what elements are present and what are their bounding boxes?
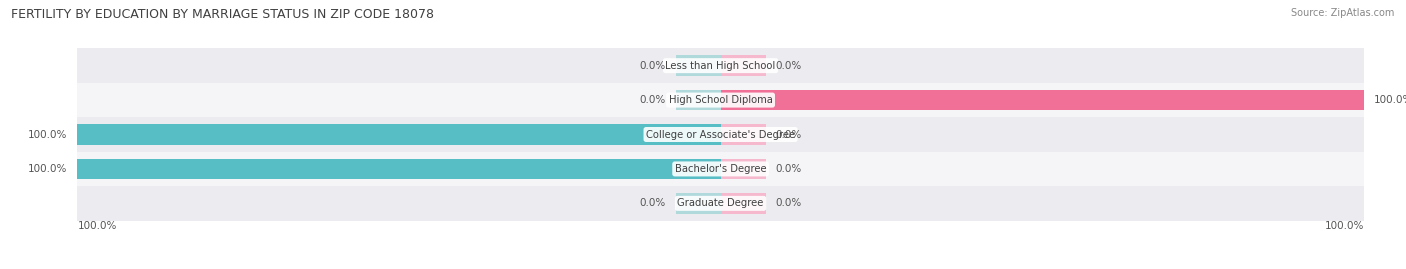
Text: 0.0%: 0.0% xyxy=(775,129,801,140)
Text: 0.0%: 0.0% xyxy=(640,61,666,71)
Bar xyxy=(77,124,721,145)
Text: 100.0%: 100.0% xyxy=(1324,221,1364,231)
Text: 0.0%: 0.0% xyxy=(775,198,801,208)
Text: Bachelor's Degree: Bachelor's Degree xyxy=(675,164,766,174)
Text: 100.0%: 100.0% xyxy=(28,129,67,140)
Text: Graduate Degree: Graduate Degree xyxy=(678,198,763,208)
Text: 100.0%: 100.0% xyxy=(1374,95,1406,105)
Bar xyxy=(77,83,1364,117)
Bar xyxy=(675,55,721,76)
Text: Less than High School: Less than High School xyxy=(665,61,776,71)
Text: 100.0%: 100.0% xyxy=(77,221,117,231)
Bar xyxy=(721,124,766,145)
Text: 0.0%: 0.0% xyxy=(640,198,666,208)
Bar xyxy=(77,48,1364,83)
Bar xyxy=(721,159,766,179)
Text: 0.0%: 0.0% xyxy=(640,95,666,105)
Text: 0.0%: 0.0% xyxy=(775,164,801,174)
Bar xyxy=(721,55,766,76)
Text: FERTILITY BY EDUCATION BY MARRIAGE STATUS IN ZIP CODE 18078: FERTILITY BY EDUCATION BY MARRIAGE STATU… xyxy=(11,8,434,21)
Text: High School Diploma: High School Diploma xyxy=(669,95,772,105)
Bar xyxy=(721,90,1364,110)
Bar xyxy=(675,90,721,110)
Bar xyxy=(77,152,1364,186)
Text: 0.0%: 0.0% xyxy=(775,61,801,71)
Bar xyxy=(77,117,1364,152)
Text: Source: ZipAtlas.com: Source: ZipAtlas.com xyxy=(1291,8,1395,18)
Bar xyxy=(77,186,1364,221)
Bar xyxy=(675,193,721,214)
Bar xyxy=(77,159,721,179)
Bar xyxy=(721,193,766,214)
Text: College or Associate's Degree: College or Associate's Degree xyxy=(645,129,796,140)
Text: 100.0%: 100.0% xyxy=(28,164,67,174)
